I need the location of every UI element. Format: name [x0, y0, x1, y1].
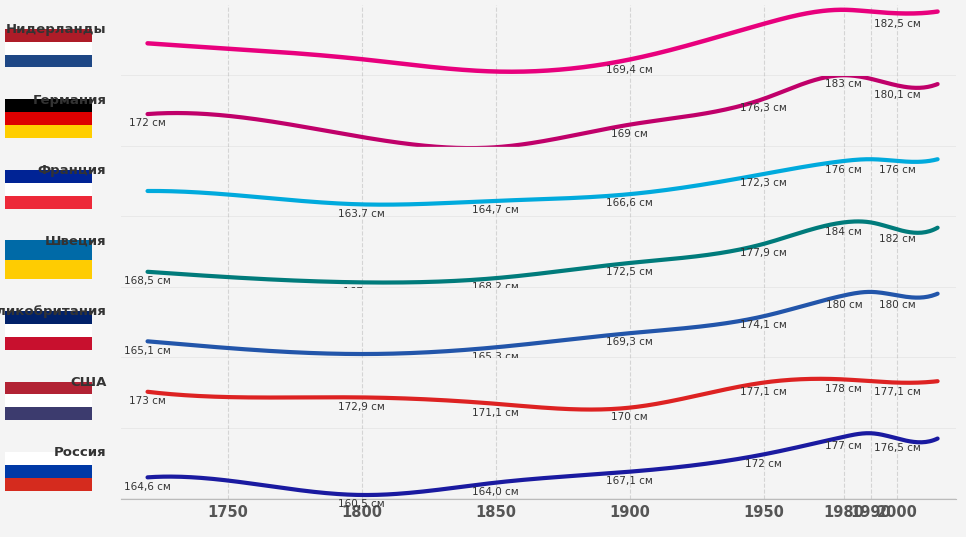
- Text: 173 см: 173 см: [129, 396, 166, 406]
- Text: 160,5 см: 160,5 см: [338, 499, 385, 509]
- Text: 183 см: 183 см: [826, 79, 863, 90]
- Text: 165,1 см: 165,1 см: [125, 345, 171, 355]
- Text: 177 см: 177 см: [826, 441, 863, 451]
- Text: 162,6 см: 162,6 см: [472, 151, 519, 162]
- Text: 170 см: 170 см: [611, 412, 648, 422]
- Text: 184 см: 184 см: [826, 227, 863, 237]
- Text: 167,1 см: 167,1 см: [607, 476, 653, 486]
- Text: 180,1 см: 180,1 см: [874, 90, 921, 100]
- Text: 176,3 см: 176,3 см: [740, 103, 787, 113]
- Text: 163,7 см: 163,7 см: [338, 209, 385, 219]
- Text: 172,9 см: 172,9 см: [338, 402, 385, 412]
- Text: Россия: Россия: [54, 446, 106, 460]
- Text: 172,5 см: 172,5 см: [607, 267, 653, 277]
- Text: 176 см: 176 см: [826, 165, 863, 175]
- Text: 172 см: 172 см: [129, 118, 166, 128]
- Text: 182 см: 182 см: [879, 234, 916, 244]
- Text: 169,4 см: 169,4 см: [607, 65, 653, 75]
- Text: 169 см: 169 см: [611, 129, 648, 139]
- Text: 174,1 см: 174,1 см: [740, 321, 787, 330]
- Text: Швеция: Швеция: [44, 235, 106, 248]
- Text: 171,1 см: 171,1 см: [472, 408, 519, 418]
- Text: Франция: Франция: [38, 164, 106, 177]
- Text: 168,5 см: 168,5 см: [125, 276, 171, 286]
- Text: 172 см: 172 см: [745, 459, 781, 469]
- Text: Нидерланды: Нидерланды: [6, 23, 106, 36]
- Text: 166,6 см: 166,6 см: [607, 198, 653, 208]
- Text: 164,0 см: 164,0 см: [472, 487, 519, 497]
- Text: 167 см: 167 см: [343, 287, 381, 296]
- Text: 169,3 см: 169,3 см: [607, 337, 653, 347]
- Text: 164,7 см: 164,7 см: [472, 205, 519, 215]
- Text: 178 см: 178 см: [826, 383, 863, 394]
- Text: Великобритания: Великобритания: [0, 306, 106, 318]
- Text: Германия: Германия: [32, 93, 106, 106]
- Text: 182,5 см: 182,5 см: [874, 19, 921, 28]
- Text: 177,9 см: 177,9 см: [740, 248, 787, 258]
- Text: 163,4 см: 163,4 см: [338, 358, 385, 368]
- Text: 177,1 см: 177,1 см: [740, 387, 787, 397]
- Text: 176,5 см: 176,5 см: [874, 443, 921, 453]
- Text: 168,2 см: 168,2 см: [472, 282, 519, 292]
- Text: 180 см: 180 см: [879, 300, 916, 310]
- Text: 177,1 см: 177,1 см: [874, 387, 921, 397]
- Text: 164,6 см: 164,6 см: [125, 482, 171, 491]
- Text: США: США: [70, 376, 106, 389]
- Text: 172,3 см: 172,3 см: [740, 178, 787, 188]
- Text: 180 см: 180 см: [826, 300, 863, 310]
- Text: 165,3 см: 165,3 см: [472, 352, 519, 361]
- Text: 176 см: 176 см: [879, 165, 916, 175]
